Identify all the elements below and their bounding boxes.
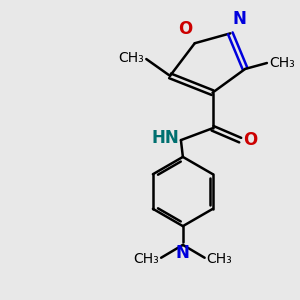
Text: CH₃: CH₃ <box>134 252 159 266</box>
Text: O: O <box>243 131 257 149</box>
Text: N: N <box>232 11 246 28</box>
Text: HN: HN <box>151 129 179 147</box>
Text: CH₃: CH₃ <box>207 252 232 266</box>
Text: O: O <box>178 20 193 38</box>
Text: CH₃: CH₃ <box>269 56 295 70</box>
Text: N: N <box>176 244 190 262</box>
Text: CH₃: CH₃ <box>118 51 144 65</box>
